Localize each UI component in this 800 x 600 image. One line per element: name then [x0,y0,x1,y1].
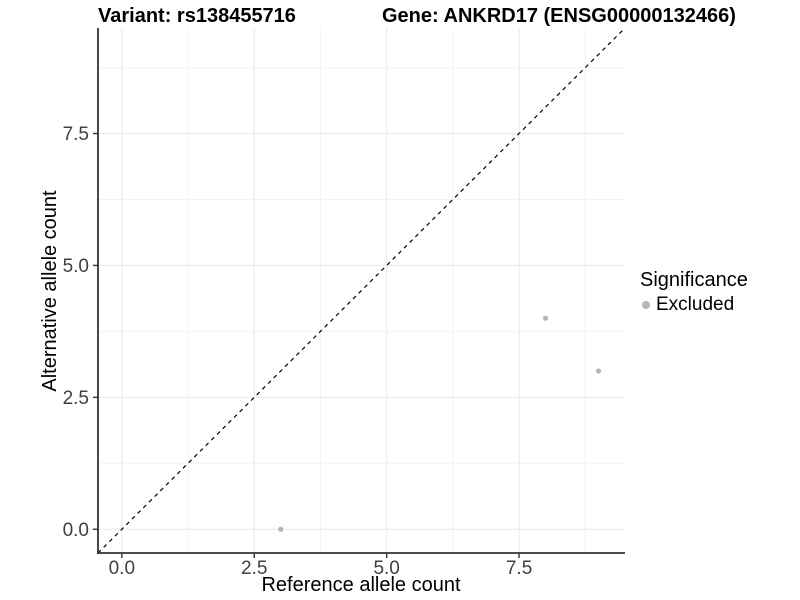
legend: Significance Excluded [640,268,748,316]
x-tick-label: 7.5 [506,558,532,579]
gene-title: Gene: ANKRD17 (ENSG00000132466) [382,5,736,27]
y-tick-label: 7.5 [63,124,89,145]
legend-key-dot-icon [642,301,650,309]
legend-item-label: Excluded [656,294,735,315]
data-point [595,368,602,374]
variant-title: Variant: rs138455716 [98,5,296,27]
data-point [278,526,284,532]
y-tick-label: 5.0 [63,256,89,277]
x-tick-label: 0.0 [109,558,135,579]
data-point [542,315,549,321]
y-tick-label: 0.0 [63,520,89,541]
x-tick-label: 2.5 [241,558,267,579]
legend-title: Significance [640,269,748,291]
x-tick-label: 5.0 [373,558,399,579]
x-axis-title: Reference allele count [261,574,461,596]
y-tick-label: 2.5 [63,388,89,409]
identity-dashed-line [97,27,626,554]
y-axis-title: Alternative allele count [39,190,61,392]
legend-item-excluded: Excluded [640,294,748,316]
